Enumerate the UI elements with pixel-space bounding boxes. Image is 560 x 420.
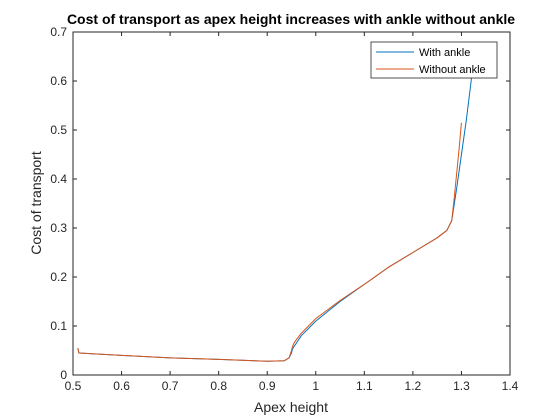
chart-title: Cost of transport as apex height increas… xyxy=(67,11,515,27)
x-tick-label: 1.3 xyxy=(453,379,470,393)
plot-area xyxy=(73,32,510,375)
x-tick-label: 1.4 xyxy=(502,379,519,393)
x-axis-label: Apex height xyxy=(254,399,328,415)
y-tick-label: 0.6 xyxy=(50,74,67,88)
legend-box xyxy=(370,41,498,79)
legend-label-without-ankle: Without ankle xyxy=(419,64,486,76)
x-tick-label: 0.7 xyxy=(162,379,179,393)
x-tick-label: 1.2 xyxy=(405,379,422,393)
x-tick-label: 0.8 xyxy=(210,379,227,393)
legend-label-with-ankle: With ankle xyxy=(419,47,470,59)
x-tick-label: 1.1 xyxy=(356,379,373,393)
y-axis-label: Cost of transport xyxy=(28,151,44,255)
series-line-without-ankle xyxy=(77,122,462,362)
x-tick-label: 0.9 xyxy=(259,379,276,393)
y-tick-label: 0.2 xyxy=(50,270,67,284)
ticks-layer: 0.5 0.6 0.7 0.8 0.9 1 1.1 1.2 1.3 1.4 0 0.1 0.2 0.3 0.… xyxy=(50,25,518,393)
x-tick-label: 1 xyxy=(312,379,319,393)
y-tick-label: 0.7 xyxy=(50,25,67,39)
axes-box xyxy=(72,31,511,376)
y-tick-label: 0 xyxy=(60,368,67,382)
y-tick-label: 0.1 xyxy=(50,319,67,333)
y-tick-label: 0.5 xyxy=(50,123,67,137)
series-layer xyxy=(77,56,475,362)
y-tick-label: 0.3 xyxy=(50,221,67,235)
legend[interactable]: With ankle Without ankle xyxy=(370,41,498,79)
x-tick-label: 0.5 xyxy=(65,379,82,393)
y-tick-label: 0.4 xyxy=(50,172,67,186)
x-tick-label: 0.6 xyxy=(113,379,130,393)
